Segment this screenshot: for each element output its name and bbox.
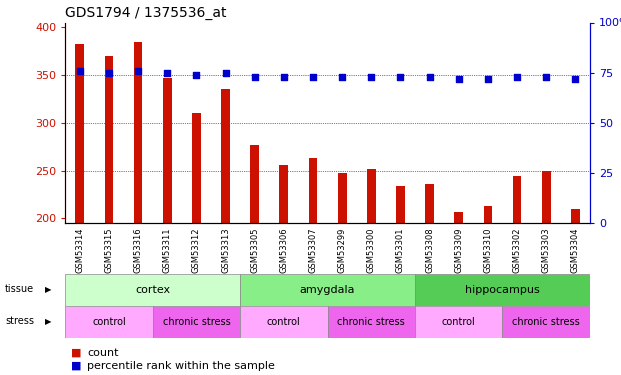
Bar <box>221 89 230 223</box>
Text: GSM53316: GSM53316 <box>134 227 143 273</box>
Point <box>220 70 230 76</box>
Text: control: control <box>267 316 301 327</box>
Point <box>512 74 522 80</box>
Bar <box>396 186 405 223</box>
Point <box>191 72 201 78</box>
Bar <box>134 42 142 223</box>
Text: chronic stress: chronic stress <box>163 316 230 327</box>
Bar <box>338 174 347 223</box>
Text: GDS1794 / 1375536_at: GDS1794 / 1375536_at <box>65 6 227 20</box>
Text: chronic stress: chronic stress <box>337 316 405 327</box>
Bar <box>104 56 113 223</box>
Text: GSM53308: GSM53308 <box>425 227 434 273</box>
Point <box>366 74 376 80</box>
Text: ▶: ▶ <box>45 285 51 294</box>
Bar <box>153 306 240 338</box>
Bar <box>455 211 463 223</box>
Bar <box>250 145 259 223</box>
Bar <box>415 274 590 306</box>
Text: GSM53304: GSM53304 <box>571 227 580 273</box>
Text: stress: stress <box>5 316 34 326</box>
Point <box>571 76 581 82</box>
Bar <box>163 78 171 223</box>
Text: count: count <box>87 348 119 357</box>
Bar <box>65 274 240 306</box>
Bar <box>484 206 492 223</box>
Bar <box>192 113 201 223</box>
Bar <box>279 165 288 223</box>
Text: GSM53314: GSM53314 <box>75 227 84 273</box>
Text: GSM53315: GSM53315 <box>104 227 114 273</box>
Point <box>104 70 114 76</box>
Point <box>75 68 84 74</box>
Text: GSM53309: GSM53309 <box>455 227 463 273</box>
Point <box>454 76 464 82</box>
Text: control: control <box>92 316 126 327</box>
Text: GSM53313: GSM53313 <box>221 227 230 273</box>
Bar <box>571 209 580 223</box>
Text: ■: ■ <box>71 361 82 370</box>
Point <box>308 74 318 80</box>
Text: ■: ■ <box>71 348 82 357</box>
Point <box>337 74 347 80</box>
Point <box>542 74 551 80</box>
Text: GSM53303: GSM53303 <box>542 227 551 273</box>
Point <box>396 74 406 80</box>
Bar <box>309 158 317 223</box>
Text: GSM53299: GSM53299 <box>338 227 347 273</box>
Bar <box>240 274 415 306</box>
Bar <box>425 184 434 223</box>
Bar <box>240 306 327 338</box>
Text: GSM53306: GSM53306 <box>279 227 288 273</box>
Text: cortex: cortex <box>135 285 170 295</box>
Bar <box>415 306 502 338</box>
Text: chronic stress: chronic stress <box>512 316 580 327</box>
Text: percentile rank within the sample: percentile rank within the sample <box>87 361 275 370</box>
Text: GSM53302: GSM53302 <box>512 227 522 273</box>
Bar <box>502 306 590 338</box>
Bar <box>513 176 522 223</box>
Text: ▶: ▶ <box>45 317 51 326</box>
Text: GSM53312: GSM53312 <box>192 227 201 273</box>
Point <box>133 68 143 74</box>
Bar <box>542 171 551 223</box>
Bar <box>65 306 153 338</box>
Text: GSM53311: GSM53311 <box>163 227 172 273</box>
Text: GSM53301: GSM53301 <box>396 227 405 273</box>
Point <box>425 74 435 80</box>
Text: GSM53307: GSM53307 <box>309 227 317 273</box>
Point <box>279 74 289 80</box>
Bar <box>327 306 415 338</box>
Text: GSM53300: GSM53300 <box>367 227 376 273</box>
Text: tissue: tissue <box>5 285 34 294</box>
Text: hippocampus: hippocampus <box>465 285 540 295</box>
Bar <box>367 169 376 223</box>
Point <box>162 70 172 76</box>
Point <box>250 74 260 80</box>
Text: GSM53305: GSM53305 <box>250 227 259 273</box>
Text: control: control <box>442 316 476 327</box>
Point <box>483 76 493 82</box>
Text: GSM53310: GSM53310 <box>483 227 492 273</box>
Bar <box>75 44 84 223</box>
Text: amygdala: amygdala <box>300 285 355 295</box>
